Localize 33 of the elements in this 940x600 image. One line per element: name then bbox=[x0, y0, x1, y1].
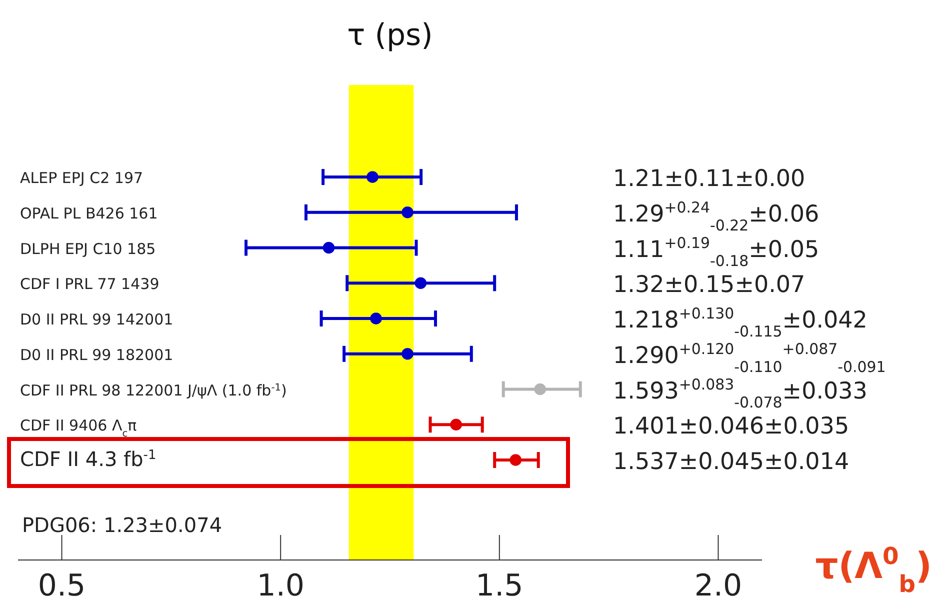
y-tick-label: ALEP EPJ C2 197 bbox=[20, 169, 144, 187]
x-tick-label: 1.5 bbox=[476, 568, 524, 600]
annotation: 1.218$^{+0.130}$$_{-0.115}$±0.042 bbox=[613, 304, 868, 340]
x-tick-label: 0.5 bbox=[38, 568, 86, 600]
text: PDG06: 1.23±0.074 bbox=[22, 513, 222, 537]
y-tick-label: CDF II PRL 98 122001 J/ψΛ (1.0 fb$^{-1}$) bbox=[20, 381, 287, 400]
y-tick-label: CDF II 4.3 fb$^{-1}$ bbox=[20, 447, 156, 471]
annotation: 1.593$^{+0.083}$$_{-0.078}$±0.033 bbox=[613, 375, 868, 412]
point bbox=[370, 312, 382, 324]
y-tick-label: D0 II PRL 99 142001 bbox=[20, 310, 174, 328]
annotation: 1.401±0.046±0.035 bbox=[613, 414, 850, 440]
point bbox=[402, 206, 414, 218]
x-tick-label: 1.0 bbox=[256, 568, 304, 600]
annotation: 1.537±0.045±0.014 bbox=[613, 449, 850, 475]
y-tick-label: CDF II 9406 Λ$_{c}$π bbox=[20, 416, 137, 440]
annotation: 1.29$^{+0.24}$$_{-0.22}$±0.06 bbox=[613, 198, 820, 234]
point bbox=[402, 348, 414, 360]
chart-title: τ (ps) bbox=[347, 18, 433, 53]
point bbox=[534, 383, 546, 396]
annotation: 1.21±0.11±0.00 bbox=[613, 166, 806, 192]
y-tick-label: CDF I PRL 77 1439 bbox=[20, 275, 160, 294]
point bbox=[414, 277, 427, 290]
point bbox=[366, 171, 378, 183]
annotation: 1.32±0.15±0.07 bbox=[613, 272, 806, 298]
x-axis-title: τ(Λ$^{0}$$_{b}$) bbox=[815, 542, 932, 598]
x-tick-label: 2.0 bbox=[694, 568, 742, 600]
y-tick-label: DLPH EPJ C10 185 bbox=[20, 240, 156, 258]
y-tick-label: OPAL PL B426 161 bbox=[20, 204, 158, 222]
annotation: 1.11$^{+0.19}$$_{-0.18}$±0.05 bbox=[613, 234, 820, 270]
y-tick-label: D0 II PRL 99 182001 bbox=[20, 346, 174, 364]
point bbox=[450, 418, 462, 431]
point bbox=[510, 454, 522, 466]
point bbox=[322, 242, 335, 254]
